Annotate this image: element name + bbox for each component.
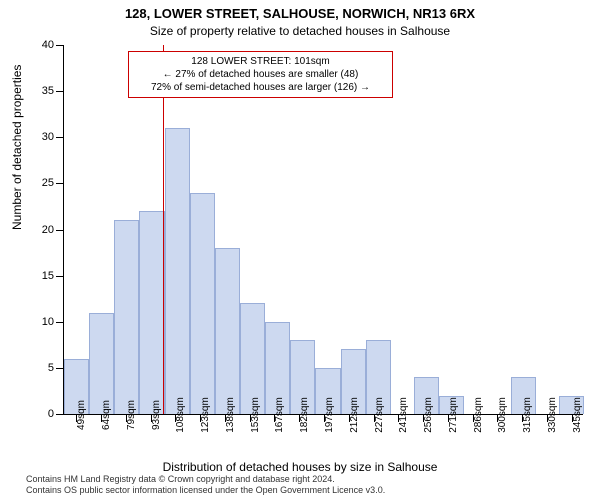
- x-tick-label: 182sqm: [299, 397, 310, 433]
- chart-subtitle: Size of property relative to detached ho…: [0, 24, 600, 38]
- histogram-bars: [64, 45, 584, 414]
- annotation-line1: 128 LOWER STREET: 101sqm: [135, 55, 386, 68]
- y-tick-label: 40: [26, 39, 54, 51]
- histogram-bar: [190, 193, 215, 414]
- y-tick-label: 25: [26, 177, 54, 189]
- y-tick: [56, 414, 64, 415]
- y-tick: [56, 137, 64, 138]
- x-tick-label: 197sqm: [324, 397, 335, 433]
- y-tick-label: 15: [26, 270, 54, 282]
- x-tick-label: 93sqm: [151, 400, 162, 430]
- y-tick: [56, 230, 64, 231]
- plot-area: 128 LOWER STREET: 101sqm ← 27% of detach…: [63, 45, 583, 415]
- histogram-bar: [165, 128, 190, 414]
- y-tick-label: 20: [26, 224, 54, 236]
- x-tick-label: 167sqm: [274, 397, 285, 433]
- histogram-bar: [114, 220, 139, 414]
- y-tick: [56, 45, 64, 46]
- property-marker-line: [163, 45, 164, 414]
- annotation-line2: ← 27% of detached houses are smaller (48…: [135, 68, 386, 81]
- x-tick-label: 153sqm: [250, 397, 261, 433]
- y-tick: [56, 322, 64, 323]
- x-tick-label: 212sqm: [349, 397, 360, 433]
- y-axis-label: Number of detached properties: [10, 65, 24, 230]
- x-tick-label: 79sqm: [126, 400, 137, 430]
- y-tick: [56, 183, 64, 184]
- x-axis-label: Distribution of detached houses by size …: [0, 460, 600, 474]
- histogram-bar: [139, 211, 164, 414]
- x-tick-label: 49sqm: [76, 400, 87, 430]
- chart-title: 128, LOWER STREET, SALHOUSE, NORWICH, NR…: [0, 6, 600, 21]
- y-tick: [56, 368, 64, 369]
- y-tick-label: 0: [26, 408, 54, 420]
- y-tick: [56, 91, 64, 92]
- annotation-box: 128 LOWER STREET: 101sqm ← 27% of detach…: [128, 51, 393, 98]
- x-tick-label: 241sqm: [398, 397, 409, 433]
- y-tick-label: 5: [26, 362, 54, 374]
- x-tick-label: 315sqm: [522, 397, 533, 433]
- x-tick-label: 345sqm: [572, 397, 583, 433]
- x-tick-label: 330sqm: [547, 397, 558, 433]
- y-tick-label: 30: [26, 131, 54, 143]
- x-tick-label: 271sqm: [448, 397, 459, 433]
- x-tick-label: 256sqm: [423, 397, 434, 433]
- y-tick-label: 10: [26, 316, 54, 328]
- footer-line2: Contains OS public sector information li…: [26, 485, 385, 496]
- chart-container: 128, LOWER STREET, SALHOUSE, NORWICH, NR…: [0, 0, 600, 500]
- x-tick-label: 123sqm: [200, 397, 211, 433]
- footer: Contains HM Land Registry data © Crown c…: [26, 474, 385, 496]
- x-tick-label: 138sqm: [225, 397, 236, 433]
- annotation-line3: 72% of semi-detached houses are larger (…: [135, 81, 386, 94]
- x-tick-label: 64sqm: [101, 400, 112, 430]
- y-tick-label: 35: [26, 85, 54, 97]
- x-tick-label: 300sqm: [497, 397, 508, 433]
- x-tick-label: 227sqm: [374, 397, 385, 433]
- x-tick-label: 286sqm: [473, 397, 484, 433]
- histogram-bar: [89, 313, 114, 414]
- histogram-bar: [215, 248, 240, 414]
- footer-line1: Contains HM Land Registry data © Crown c…: [26, 474, 385, 485]
- x-tick-label: 108sqm: [175, 397, 186, 433]
- y-tick: [56, 276, 64, 277]
